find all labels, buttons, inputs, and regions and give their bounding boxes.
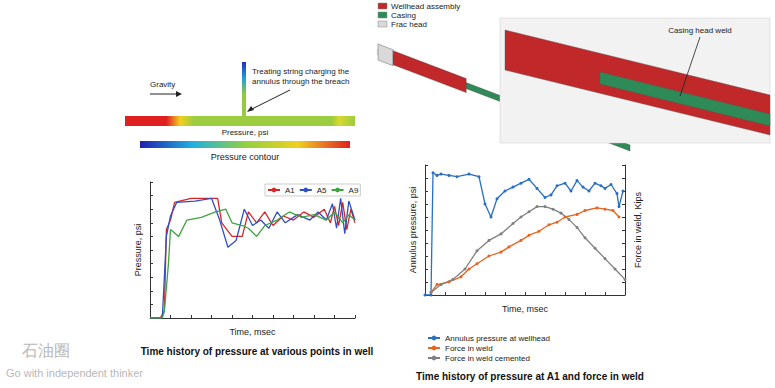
svg-text:Gravity: Gravity xyxy=(150,80,175,89)
svg-text:Annulus pressure, psi: Annulus pressure, psi xyxy=(408,187,418,274)
svg-text:Force in weld, Kips: Force in weld, Kips xyxy=(633,191,643,268)
svg-text:Casing: Casing xyxy=(391,11,416,20)
svg-text:Annulus pressure at wellhead: Annulus pressure at wellhead xyxy=(445,334,550,343)
svg-text:A5: A5 xyxy=(317,186,327,195)
svg-text:A1: A1 xyxy=(285,186,295,195)
svg-text:Pressure contour: Pressure contour xyxy=(211,152,280,162)
svg-text:石油圈: 石油圈 xyxy=(22,341,70,360)
svg-text:Force in weld: Force in weld xyxy=(445,344,493,353)
svg-text:annulus through the breach: annulus through the breach xyxy=(252,77,349,86)
svg-text:Casing head weld: Casing head weld xyxy=(668,26,732,35)
svg-text:Pressure, psi: Pressure, psi xyxy=(133,224,143,277)
svg-text:Time, msec: Time, msec xyxy=(502,304,549,314)
svg-text:Pressure, psi: Pressure, psi xyxy=(222,128,269,137)
svg-text:Time history of pressure at va: Time history of pressure at various poin… xyxy=(141,346,374,357)
svg-text:Time history of pressure at A1: Time history of pressure at A1 and force… xyxy=(416,371,644,382)
svg-text:Treating string charging the: Treating string charging the xyxy=(252,67,351,76)
svg-text:Frac head: Frac head xyxy=(391,20,427,29)
svg-text:Force in weld cemented: Force in weld cemented xyxy=(445,354,530,363)
svg-text:Time, msec: Time, msec xyxy=(229,327,276,337)
svg-text:Go with independent thinker: Go with independent thinker xyxy=(6,367,143,379)
svg-text:A9: A9 xyxy=(349,186,359,195)
svg-text:Wellhead assembly: Wellhead assembly xyxy=(391,2,460,11)
